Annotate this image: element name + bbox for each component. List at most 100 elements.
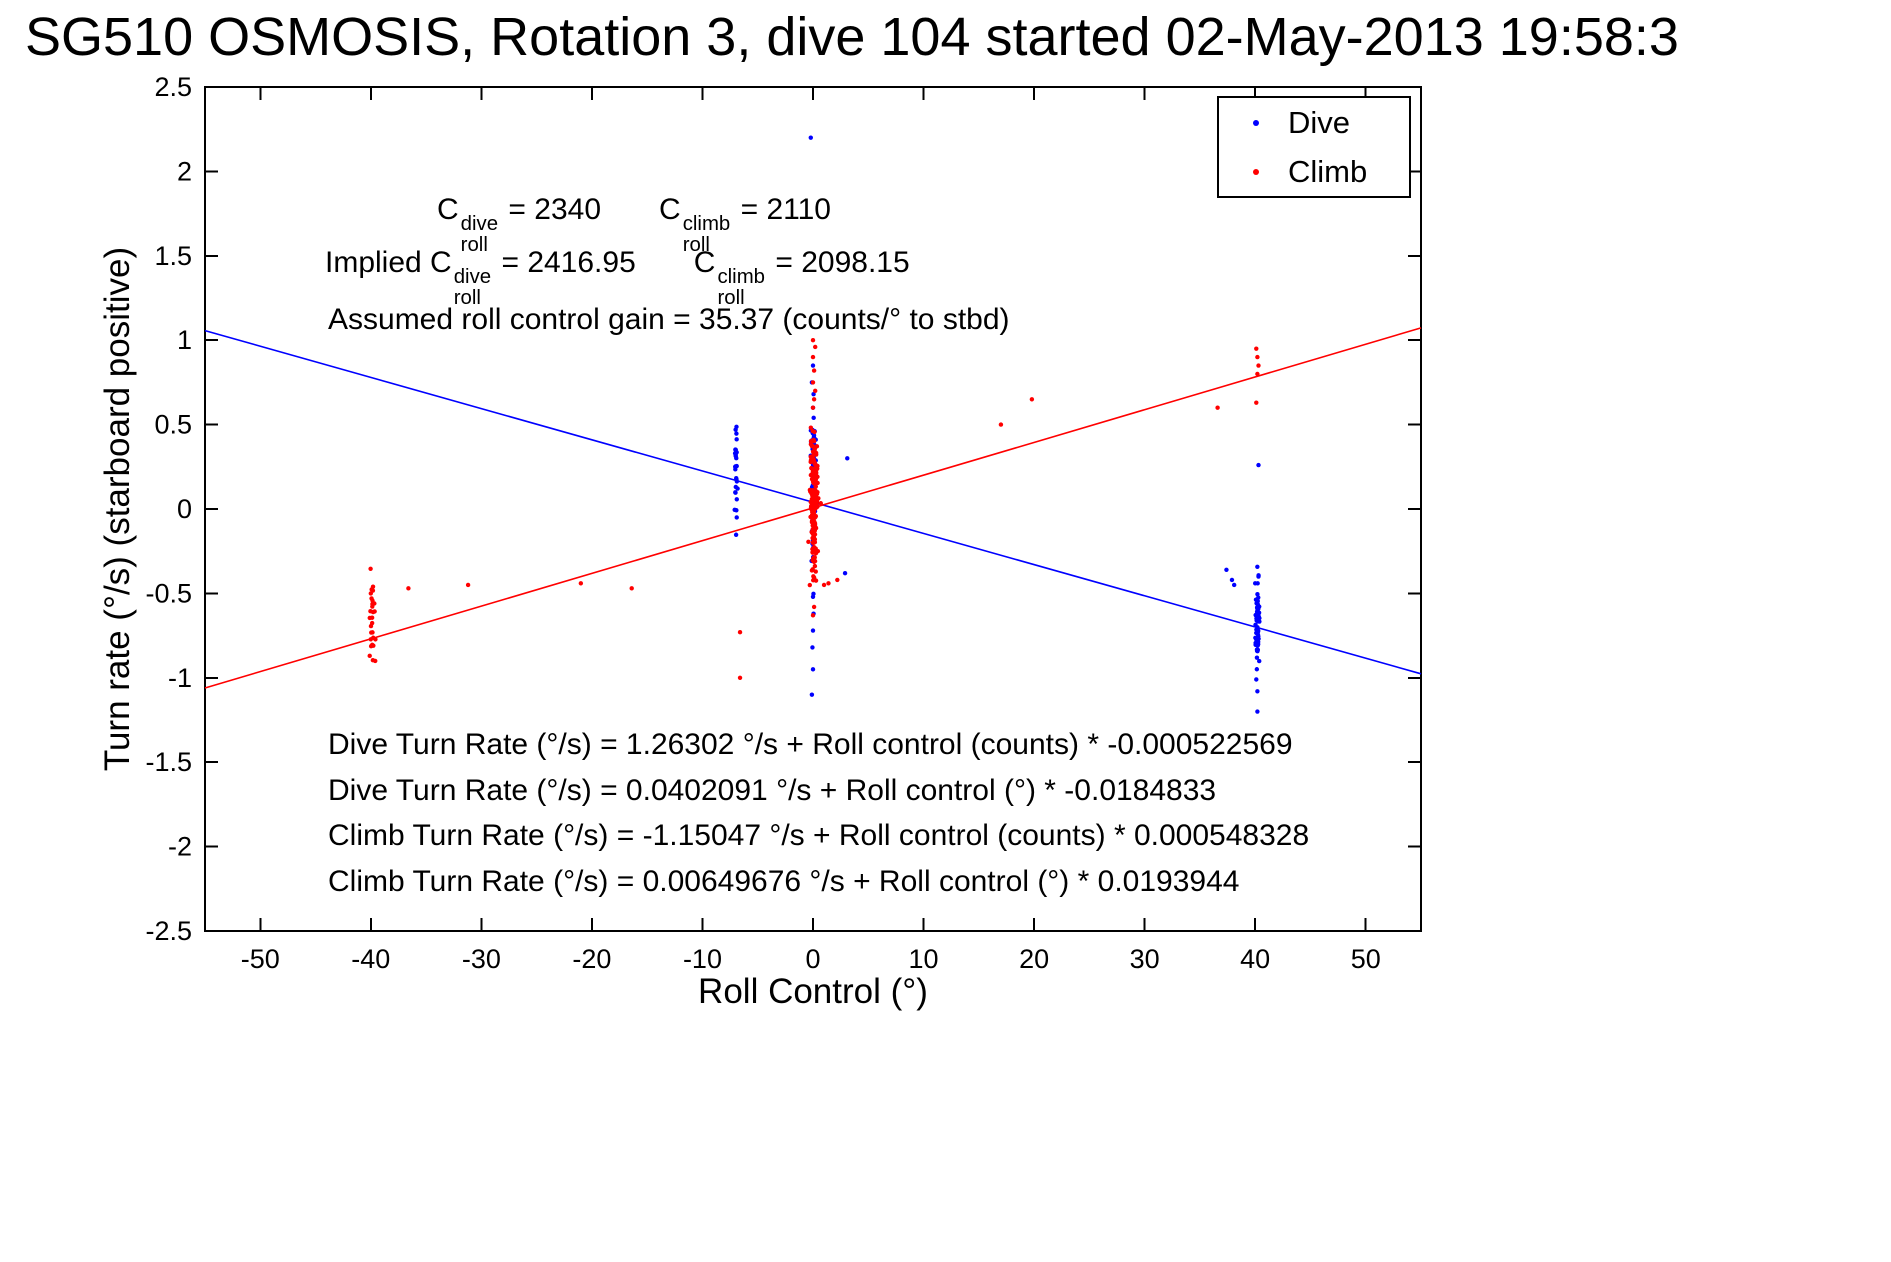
data-point-climb: [369, 615, 375, 620]
c-climb-pre: C: [659, 193, 681, 226]
data-point-dive: [733, 467, 738, 472]
data-point-dive: [1255, 709, 1260, 714]
data-point-dive: [811, 415, 816, 421]
data-point-dive: [1255, 637, 1260, 643]
data-point-dive: [1254, 667, 1260, 672]
data-point-climb: [811, 555, 817, 560]
legend-label-climb: Climb: [1288, 153, 1368, 189]
data-point-climb: [811, 549, 817, 555]
climb-marker-icon: [1253, 168, 1259, 175]
data-point-climb: [373, 637, 378, 642]
y-axis-label: Turn rate (°/s) (starboard positive): [98, 246, 137, 772]
y-tick-label: 2: [177, 156, 192, 186]
data-point-climb: [810, 567, 815, 572]
data-point-climb: [1256, 363, 1261, 368]
data-point-climb: [814, 473, 819, 478]
y-tick-label: -2.5: [145, 916, 192, 946]
data-point-climb: [1255, 354, 1260, 360]
data-point-climb: [826, 581, 831, 586]
data-point-dive: [733, 447, 738, 452]
data-point-climb: [808, 472, 814, 478]
data-point-dive: [1255, 564, 1260, 569]
data-point-climb: [813, 344, 818, 350]
data-point-dive: [810, 594, 816, 599]
data-point-dive: [810, 645, 815, 650]
data-point-climb: [369, 620, 375, 626]
legend-label-dive: Dive: [1288, 104, 1351, 140]
data-point-climb: [812, 558, 818, 564]
data-point-climb: [811, 518, 816, 524]
data-point-climb: [998, 422, 1004, 427]
data-point-dive: [733, 453, 738, 459]
c-climb-supsub: climb roll: [682, 213, 731, 256]
x-tick-label: 10: [909, 944, 939, 974]
data-point-dive: [733, 490, 738, 495]
x-tick-label: -30: [462, 944, 501, 974]
x-tick-label: -40: [351, 944, 390, 974]
y-tick-label: 0: [177, 494, 192, 524]
x-axis-label: Roll Control (°): [698, 972, 928, 1011]
data-point-climb: [368, 637, 373, 642]
implied-c-dive-pre: Implied C: [325, 246, 452, 279]
data-point-climb: [629, 586, 634, 591]
implied-c-climb-value: = 2098.15: [767, 246, 910, 279]
data-point-climb: [372, 609, 377, 614]
data-point-dive: [1256, 462, 1261, 468]
data-point-climb: [368, 591, 374, 596]
data-point-dive: [734, 477, 739, 482]
y-tick-label: -1: [168, 663, 192, 693]
y-tick-label: 1: [177, 325, 192, 355]
implied-c-climb-pre: C: [693, 246, 716, 279]
data-point-dive: [810, 667, 816, 672]
data-point-climb: [368, 566, 373, 571]
chart-title: SG510 OSMOSIS, Rotation 3, dive 104 star…: [25, 7, 1679, 67]
data-point-climb: [1029, 397, 1035, 402]
data-point-dive: [1257, 619, 1262, 624]
legend-item-climb: Climb: [1219, 154, 1409, 190]
x-tick-label: -20: [572, 944, 611, 974]
data-point-dive: [1255, 689, 1260, 694]
data-point-climb: [818, 501, 823, 506]
data-point-dive: [734, 515, 739, 520]
data-point-dive: [842, 570, 848, 576]
data-point-climb: [370, 601, 375, 607]
data-point-dive: [808, 135, 813, 140]
data-point-dive: [810, 628, 816, 633]
data-point-climb: [810, 513, 815, 519]
data-point-dive: [1256, 610, 1262, 615]
data-point-climb: [811, 368, 817, 373]
data-point-climb: [578, 581, 584, 586]
data-point-climb: [811, 533, 817, 538]
data-point-dive: [1231, 582, 1237, 588]
data-point-climb: [811, 604, 817, 610]
data-point-dive: [1256, 574, 1261, 579]
data-point-dive: [734, 431, 739, 436]
data-point-climb: [367, 653, 372, 659]
data-point-climb: [808, 425, 814, 430]
x-tick-label: -10: [683, 944, 722, 974]
data-point-climb: [810, 354, 816, 360]
data-point-dive: [1254, 627, 1259, 632]
data-point-dive: [1255, 598, 1260, 604]
data-point-climb: [371, 643, 376, 648]
data-point-dive: [1229, 577, 1235, 583]
dive-fit-degrees-equation: Dive Turn Rate (°/s) = 0.0402091 °/s + R…: [328, 773, 1217, 807]
y-tick-label: -2: [168, 832, 192, 862]
data-point-climb: [812, 537, 818, 542]
y-tick-label: -1.5: [145, 747, 192, 777]
data-point-climb: [369, 596, 374, 601]
data-point-climb: [465, 582, 471, 588]
y-tick-label: -0.5: [145, 578, 192, 608]
implied-c-dive-supsub: dive roll: [453, 266, 492, 309]
data-point-dive: [1254, 648, 1260, 654]
data-point-climb: [812, 528, 817, 533]
data-point-dive: [733, 484, 738, 490]
data-point-climb: [810, 338, 816, 343]
data-point-climb: [813, 481, 818, 487]
data-point-climb: [810, 449, 816, 454]
data-point-dive: [734, 497, 739, 502]
data-point-climb: [810, 613, 816, 618]
x-tick-label: -50: [241, 944, 280, 974]
